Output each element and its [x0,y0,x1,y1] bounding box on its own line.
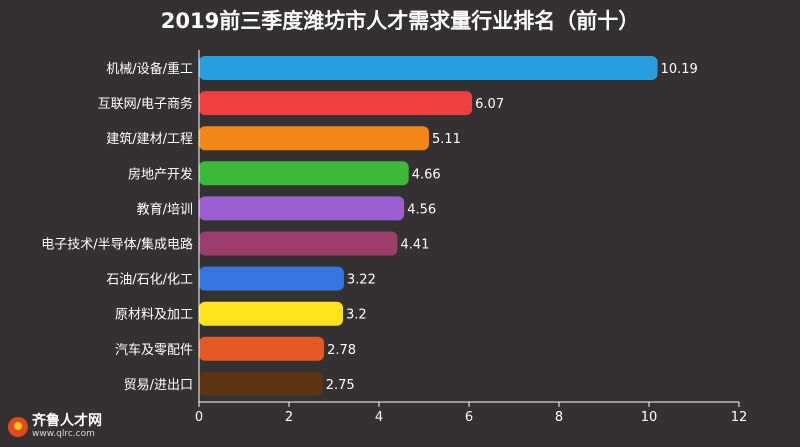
value-label: 4.56 [407,202,436,217]
x-tick-label: 0 [195,410,203,425]
bar [199,161,409,186]
x-tick-label: 4 [375,410,383,425]
bar [199,126,429,151]
value-label: 3.22 [347,273,376,288]
x-tick-label: 10 [641,410,658,425]
value-label: 4.41 [400,238,429,253]
logo-name: 齐鲁人才网 [32,413,102,429]
category-label: 建筑/建材/工程 [106,131,193,147]
bar [199,56,658,80]
value-label: 4.66 [412,167,441,182]
bar [199,91,473,116]
value-label: 5.11 [432,132,461,147]
category-label: 石油/石化/化工 [106,273,193,288]
x-axis: 0 2 4 6 8 10 12 [195,50,747,425]
logo-url: www.qlrc.com [32,429,95,439]
bar [199,301,343,326]
bar [199,266,344,291]
value-label: 2.78 [327,343,356,358]
x-tick-label: 12 [731,410,748,425]
category-label: 房地产开发 [128,166,193,182]
site-logo: 齐鲁人才网 www.qlrc.com [8,414,102,439]
value-label: 3.2 [346,308,367,323]
logo-text: 齐鲁人才网 www.qlrc.com [32,414,102,439]
category-label: 原材料及加工 [115,308,193,323]
x-tick-label: 2 [285,410,293,425]
bar [199,196,405,221]
value-label: 2.75 [326,378,355,393]
category-label: 贸易/进出口 [124,378,193,393]
bar [199,336,325,361]
x-tick-label: 8 [555,410,563,425]
category-label: 教育/培训 [137,201,193,217]
logo-icon [8,416,28,437]
value-label: 10.19 [661,62,698,77]
bars-layer: 机械/设备/重工 10.19 互联网/电子商务 6.07 建筑/建材/工程 5.11 房地产… [41,56,698,396]
category-label: 互联网/电子商务 [98,96,193,112]
bar [199,371,323,396]
value-label: 6.07 [475,97,504,112]
chart-title: 2019前三季度潍坊市人才需求量行业排名（前十） [161,9,639,33]
bar [199,231,398,256]
x-tick-label: 6 [465,410,473,425]
category-label: 汽车及零配件 [115,342,193,358]
category-label: 机械/设备/重工 [106,61,193,77]
category-label: 电子技术/半导体/集成电路 [41,237,193,253]
